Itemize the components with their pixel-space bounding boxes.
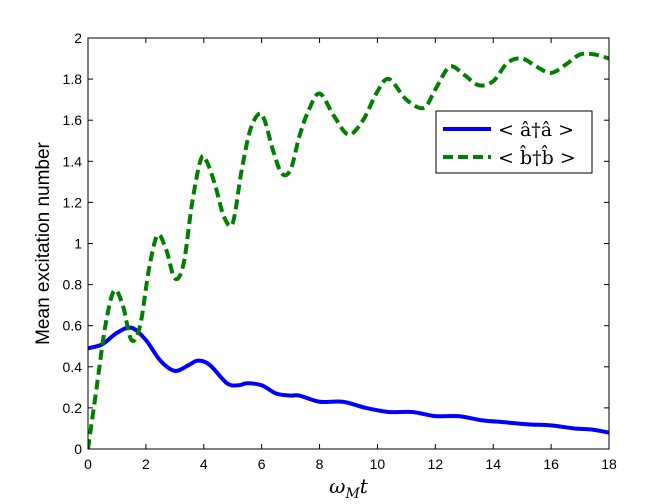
x-tick-label: 10 bbox=[370, 456, 386, 472]
y-tick-label: 1.8 bbox=[63, 71, 83, 87]
x-tick-label: 2 bbox=[142, 456, 150, 472]
x-tick-label: 14 bbox=[485, 456, 501, 472]
y-tick-label: 0.8 bbox=[63, 277, 83, 293]
y-axis-label: Mean excitation number bbox=[33, 141, 54, 344]
legend-label-b: < b̂†b̂ > bbox=[498, 144, 576, 169]
y-tick-label: 0.2 bbox=[63, 400, 83, 416]
legend-box bbox=[435, 110, 593, 174]
x-tick-label: 18 bbox=[601, 456, 617, 472]
y-tick-label: 0 bbox=[74, 441, 82, 457]
y-tick-label: 2 bbox=[74, 30, 82, 46]
x-tick-label: 6 bbox=[258, 456, 266, 472]
series-a-line bbox=[88, 325, 609, 435]
x-axis-label: ωMt bbox=[329, 474, 369, 502]
x-tick-label: 12 bbox=[428, 456, 444, 472]
y-tick-label: 0.6 bbox=[63, 318, 83, 334]
x-tick-label: 16 bbox=[543, 456, 559, 472]
legend: < â†â > < b̂†b̂ > bbox=[435, 110, 593, 174]
series-b-line bbox=[88, 51, 609, 449]
y-tick-label: 1.2 bbox=[63, 194, 83, 210]
legend-label-a: < â†â > bbox=[498, 119, 574, 141]
x-tick-label: 4 bbox=[200, 456, 208, 472]
x-tick-label: 8 bbox=[316, 456, 324, 472]
y-tick-label: 1.6 bbox=[63, 112, 83, 128]
x-tick-label: 0 bbox=[84, 456, 92, 472]
y-tick-label: 0.4 bbox=[63, 359, 83, 375]
axis-ticks: 0 2 4 6 8 10 12 14 16 18 0 0.2 0.4 0.6 0.8 1 1.2 1.4 1.6 1.… bbox=[63, 30, 617, 472]
y-tick-label: 1 bbox=[74, 236, 82, 252]
y-tick-label: 1.4 bbox=[63, 153, 83, 169]
plot-area bbox=[88, 51, 609, 449]
